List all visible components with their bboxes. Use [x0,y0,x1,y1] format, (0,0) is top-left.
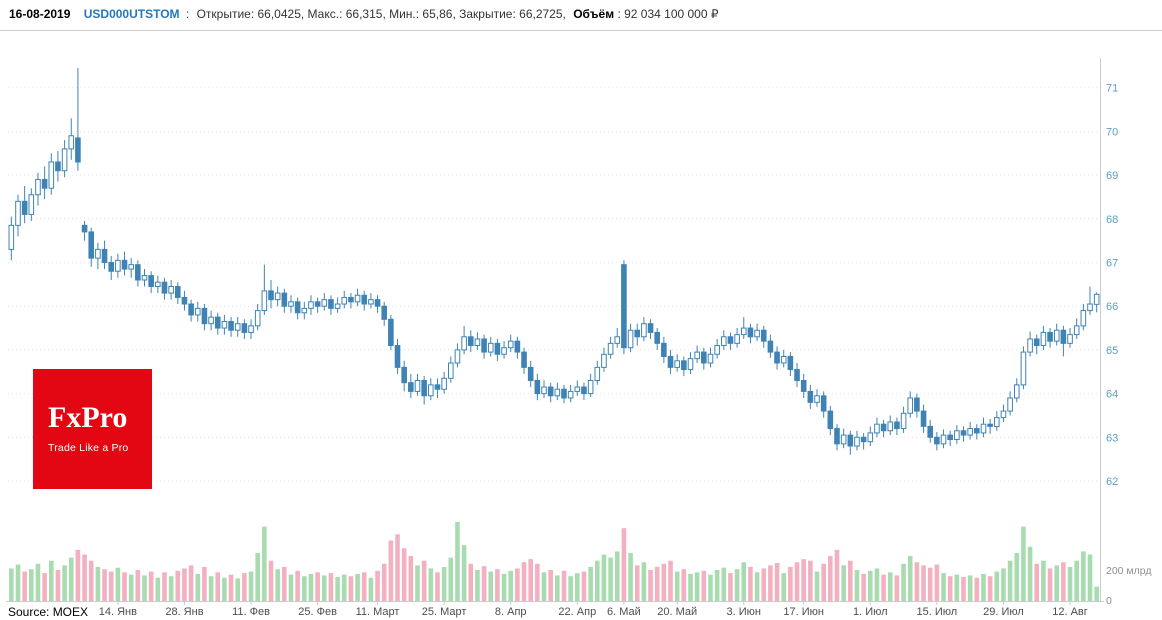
svg-text:67: 67 [1106,258,1118,270]
svg-text:11. Март: 11. Март [356,606,400,618]
header-ohlc-stats: Открытие: 66,0425, Макс.: 66,315, Мин.: … [196,7,566,21]
svg-text:71: 71 [1106,83,1118,95]
svg-text:20. Май: 20. Май [657,606,697,618]
fxpro-logo: FxPro Trade Like a Pro [33,369,152,489]
header-volume-label: Объём [573,7,615,21]
svg-text:6. Май: 6. Май [607,606,641,618]
svg-text:17. Июн: 17. Июн [783,606,824,618]
grid-layer [0,30,1162,482]
axes-layer: 62 63 64 65 66 67 68 69 70 71 200 млрд 0 14. Янв 28. … [6,58,1152,618]
svg-text:0: 0 [1106,595,1112,607]
source-credit: Source: MOEX [8,605,89,619]
svg-text:3. Июн: 3. Июн [727,606,761,618]
fxpro-logo-tagline: Trade Like a Pro [48,442,129,454]
svg-text:8. Апр: 8. Апр [495,606,527,618]
header-date: 16-08-2019 [9,7,71,21]
chart-header: 16-08-2019 USD000UTSTOM : Открытие: 66,0… [0,0,1162,28]
svg-text:70: 70 [1106,126,1118,138]
svg-text:68: 68 [1106,214,1118,226]
volume-layer [9,521,1099,601]
svg-text:69: 69 [1106,170,1118,182]
svg-text:28. Янв: 28. Янв [165,606,203,618]
svg-text:22. Апр: 22. Апр [558,606,596,618]
header-ticker: USD000UTSTOM [83,7,180,21]
svg-text:25. Фев: 25. Фев [298,606,337,618]
svg-text:1. Июл: 1. Июл [853,606,888,618]
candlestick-chart: 62 63 64 65 66 67 68 69 70 71 200 млрд 0 14. Янв 28. … [0,30,1162,618]
svg-text:62: 62 [1106,476,1118,488]
svg-text:63: 63 [1106,432,1118,444]
candles-layer [8,68,1100,455]
header-separator: : [185,7,190,21]
svg-text:15. Июл: 15. Июл [917,606,958,618]
svg-text:29. Июл: 29. Июл [983,606,1024,618]
svg-text:12. Авг: 12. Авг [1052,606,1088,618]
svg-text:14. Янв: 14. Янв [99,606,137,618]
svg-text:200 млрд: 200 млрд [1106,565,1152,577]
svg-text:66: 66 [1106,301,1118,313]
svg-text:25. Март: 25. Март [422,606,467,618]
header-volume-value: : 92 034 100 000 ₽ [617,7,719,21]
fxpro-logo-wordmark: FxPro [48,401,128,434]
svg-text:65: 65 [1106,345,1118,357]
svg-text:11. Фев: 11. Фев [232,606,270,618]
svg-text:64: 64 [1106,389,1118,401]
